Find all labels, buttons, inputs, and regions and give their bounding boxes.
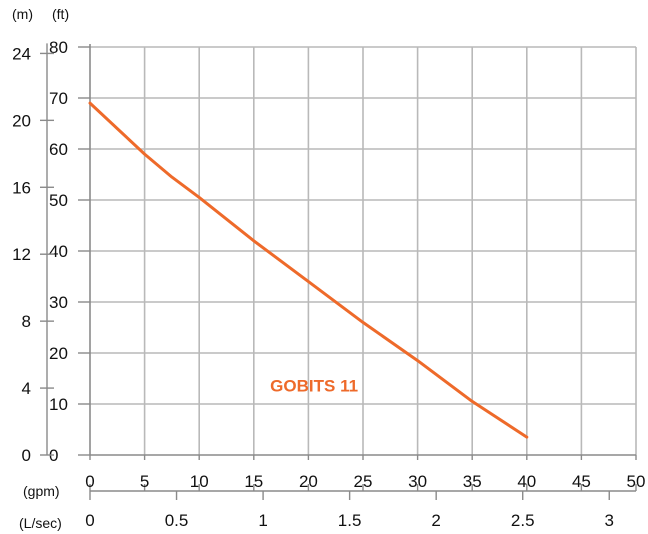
x-tick-label-gpm: 25 — [354, 472, 373, 491]
x-tick-label-lsec: 2 — [431, 511, 440, 530]
y-tick-label-m: 0 — [22, 446, 31, 465]
y-tick-label-ft: 70 — [49, 89, 68, 108]
plot-area: GOBITS 11 — [88, 101, 529, 439]
x-tick-label-lsec: 2.5 — [511, 511, 535, 530]
y-tick-label-ft: 50 — [49, 191, 68, 210]
x-tick-label-gpm: 5 — [140, 472, 149, 491]
y-tick-label-m: 24 — [12, 44, 31, 63]
x-tick-label-gpm: 10 — [190, 472, 209, 491]
y-unit-m: (m) — [12, 6, 33, 22]
y-tick-label-ft: 80 — [49, 38, 68, 57]
y-unit-ft: (ft) — [52, 6, 69, 22]
y-tick-label-m: 8 — [22, 312, 31, 331]
x-tick-label-gpm: 30 — [408, 472, 427, 491]
y-tick-label-ft: 60 — [49, 140, 68, 159]
ticks: 0102030405060708004812162024051015202530… — [12, 38, 645, 530]
y-tick-label-ft: 40 — [49, 242, 68, 261]
x-tick-label-gpm: 20 — [299, 472, 318, 491]
y-tick-label-m: 16 — [12, 178, 31, 197]
x-tick-label-lsec: 3 — [605, 511, 614, 530]
x-tick-label-lsec: 0 — [85, 511, 94, 530]
y-tick-label-m: 4 — [22, 379, 31, 398]
y-tick-label-ft: 30 — [49, 293, 68, 312]
axes — [46, 43, 636, 492]
x-tick-label-gpm: 50 — [627, 472, 646, 491]
y-tick-label-ft: 10 — [49, 395, 68, 414]
x-tick-label-lsec: 1 — [258, 511, 267, 530]
series-line — [88, 101, 529, 439]
x-unit-lsec: (L/sec) — [19, 515, 62, 531]
y-tick-label-m: 12 — [12, 245, 31, 264]
x-tick-label-gpm: 45 — [572, 472, 591, 491]
x-tick-label-lsec: 1.5 — [338, 511, 362, 530]
x-tick-label-gpm: 0 — [85, 472, 94, 491]
series-label: GOBITS 11 — [270, 376, 358, 395]
x-tick-label-lsec: 0.5 — [165, 511, 189, 530]
x-tick-label-gpm: 40 — [517, 472, 536, 491]
x-unit-gpm: (gpm) — [23, 483, 60, 499]
y-tick-label-ft: 20 — [49, 344, 68, 363]
y-tick-label-m: 20 — [12, 111, 31, 130]
x-tick-label-gpm: 15 — [244, 472, 263, 491]
grid — [90, 46, 637, 455]
x-tick-label-gpm: 35 — [463, 472, 482, 491]
